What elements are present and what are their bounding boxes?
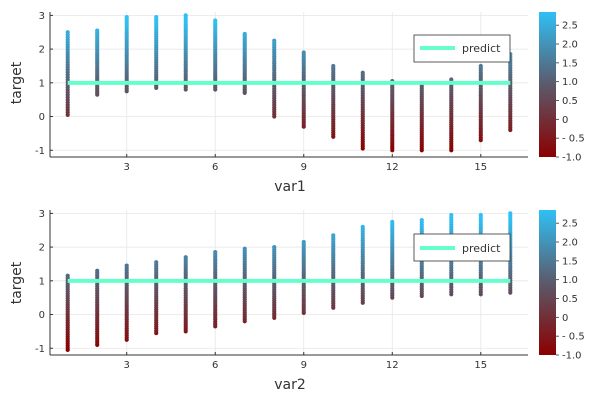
scatter-point	[360, 224, 365, 229]
scatter-point	[183, 255, 188, 260]
scatter-point	[508, 211, 513, 216]
scatter-point	[95, 268, 100, 273]
legend: predict	[413, 34, 511, 63]
colorbar-tick-label: 2.0	[562, 238, 578, 249]
y-tick-label: 0	[39, 310, 45, 321]
colorbar-tick-label: 1.0	[562, 275, 578, 286]
legend: predict	[413, 233, 511, 262]
scatter-point	[154, 14, 159, 20]
scatter-point	[478, 63, 483, 69]
y-tick-label: -1	[35, 146, 45, 157]
y-tick-label: 0	[39, 112, 45, 123]
colorbar-tick-labels: -1.0 - 0.5 0 0.5 1.0 1.5 2.0 2.5	[556, 21, 585, 164]
scatter-point	[449, 77, 454, 82]
y-tick-labels: -1 0 1 2 3	[35, 11, 45, 157]
scatter-point	[65, 30, 70, 35]
colorbar-tick-label: 2.5	[562, 21, 578, 32]
colorbar-tick-label: 2.0	[562, 40, 578, 51]
colorbar-tick-label: - 0.5	[562, 134, 585, 145]
colorbar-tick-label: 1.0	[562, 77, 578, 88]
x-tick-label: 12	[386, 162, 399, 173]
scatter-point	[272, 244, 277, 250]
x-tick-label: 3	[124, 162, 130, 173]
scatter-point	[478, 212, 483, 218]
x-tick-label: 15	[474, 162, 487, 173]
x-tick-label: 12	[386, 360, 399, 371]
axes	[49, 210, 528, 356]
colorbar: -1.0 - 0.5 0 0.5 1.0 1.5 2.0 2.5	[539, 210, 585, 362]
x-tick-label: 6	[212, 162, 218, 173]
y-tick-label: 2	[39, 243, 45, 254]
colorbar-tick-label: 0.5	[562, 96, 578, 107]
y-tick-label: 2	[39, 45, 45, 56]
scatter-point	[301, 239, 306, 245]
colorbar-gradient	[539, 210, 556, 355]
scatter-point	[301, 50, 306, 55]
colorbar-tick-label: 2.5	[562, 219, 578, 230]
colorbar-gradient	[539, 12, 556, 157]
scatter-point	[65, 273, 70, 278]
x-tick-label: 3	[124, 360, 130, 371]
scatter-point	[242, 31, 247, 37]
scatter-point	[213, 18, 218, 23]
x-axis-label: var2	[274, 377, 306, 393]
colorbar-tick-label: 1.5	[562, 256, 578, 267]
colorbar-tick-label: 1.5	[562, 58, 578, 69]
scatter-point	[419, 218, 424, 223]
y-tick-label: -1	[35, 344, 45, 355]
x-tick-label: 9	[301, 360, 307, 371]
x-tick-labels: 3 6 9 12 15	[124, 360, 488, 371]
scatter-points	[65, 13, 513, 153]
scatter-point	[183, 13, 188, 18]
scatter-point	[95, 28, 100, 33]
colorbar-tick-label: 0	[562, 115, 568, 126]
colorbar-tick-label: 0.5	[562, 294, 578, 305]
scatter-point	[449, 212, 454, 218]
y-tick-label: 3	[39, 11, 45, 22]
scatter-point	[331, 63, 336, 69]
scatter-point	[390, 219, 395, 224]
colorbar-tick-label: 0	[562, 313, 568, 324]
y-tick-label: 1	[39, 78, 45, 89]
y-tick-label: 1	[39, 276, 45, 287]
y-axis-label: target	[9, 261, 25, 304]
y-tick-labels: -1 0 1 2 3	[35, 209, 45, 355]
scatter-point	[124, 14, 129, 20]
x-axis-label: var1	[274, 179, 306, 195]
x-tick-labels: 3 6 9 12 15	[124, 162, 488, 173]
legend-label-predict: predict	[462, 42, 501, 55]
y-tick-label: 3	[39, 209, 45, 220]
scatter-point	[213, 250, 218, 255]
legend-label-predict: predict	[462, 242, 501, 255]
x-tick-label: 15	[474, 360, 487, 371]
colorbar: -1.0 - 0.5 0 0.5 1.0 1.5 2.0 2.5	[539, 12, 585, 164]
colorbar-tick-labels: -1.0 - 0.5 0 0.5 1.0 1.5 2.0 2.5	[556, 219, 585, 362]
scatter-point	[242, 246, 247, 251]
scatter-point	[360, 70, 365, 75]
scatter-point	[331, 233, 336, 238]
x-tick-label: 9	[301, 162, 307, 173]
colorbar-tick-label: -1.0	[562, 153, 582, 164]
scatter-point	[154, 260, 159, 265]
colorbar-tick-label: - 0.5	[562, 332, 585, 343]
scatter-point	[272, 38, 277, 43]
x-tick-label: 6	[212, 360, 218, 371]
axes	[49, 12, 528, 158]
colorbar-tick-label: -1.0	[562, 351, 582, 362]
y-axis-label: target	[9, 61, 25, 104]
scatter-point	[124, 263, 129, 268]
